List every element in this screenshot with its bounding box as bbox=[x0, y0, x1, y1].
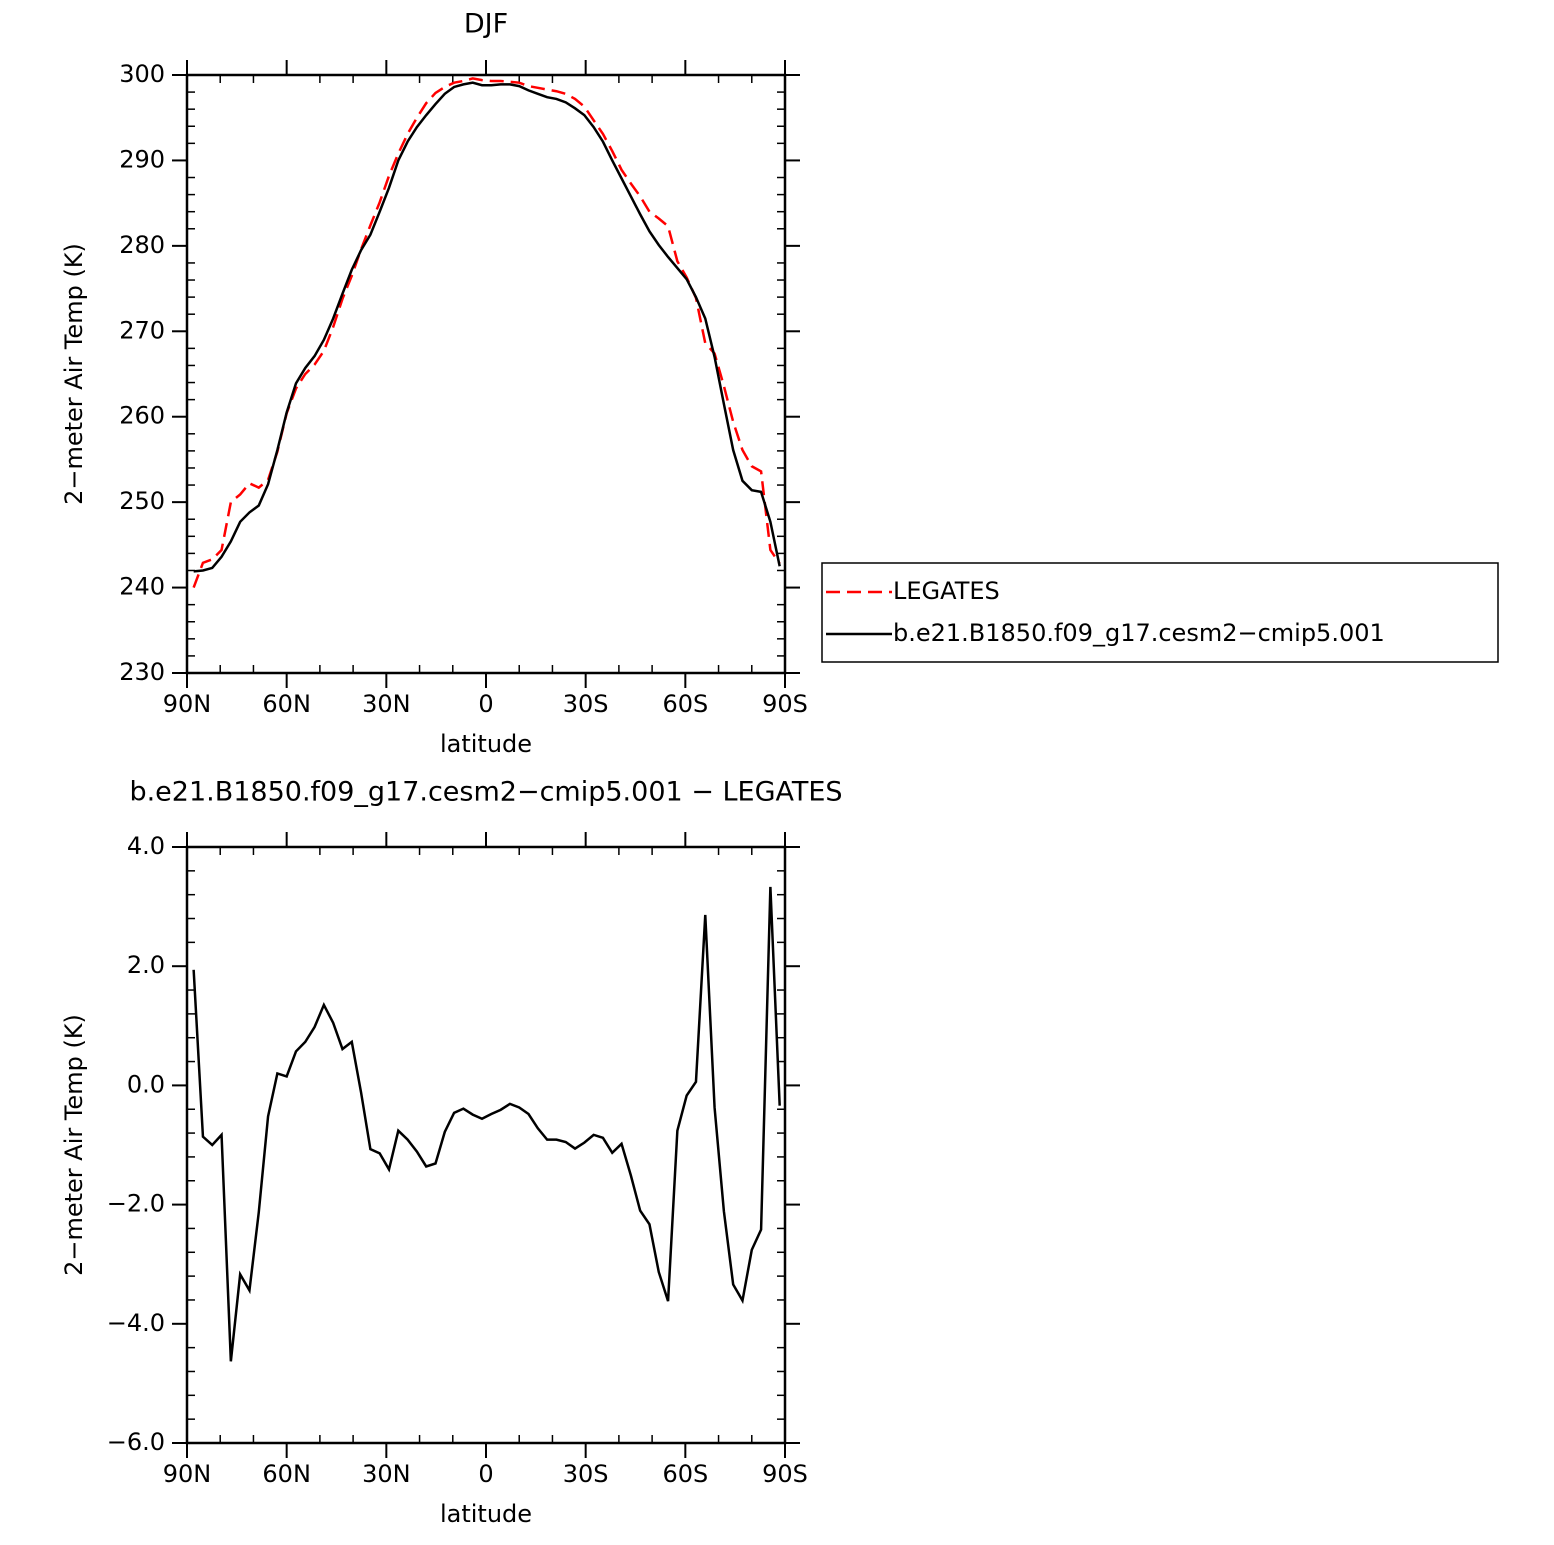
y-tick-label: 270 bbox=[119, 316, 165, 344]
plot-frame bbox=[185, 73, 787, 675]
x-tick-label: 90S bbox=[762, 1460, 808, 1488]
data-line bbox=[192, 77, 781, 589]
legend-label: LEGATES bbox=[893, 577, 1000, 605]
y-tick-label: 240 bbox=[119, 573, 165, 601]
y-tick-label: 260 bbox=[119, 402, 165, 430]
x-tick-label: 60S bbox=[662, 1460, 708, 1488]
legend-box bbox=[821, 562, 1499, 663]
y-tick-label: 2.0 bbox=[127, 951, 165, 979]
x-tick-label: 30N bbox=[362, 690, 411, 718]
y-axis-label: 2−meter Air Temp (K) bbox=[60, 1014, 88, 1276]
y-tick-label: 230 bbox=[119, 658, 165, 686]
plot-frame bbox=[185, 845, 787, 1445]
x-tick-label: 30N bbox=[362, 1460, 411, 1488]
data-line bbox=[193, 81, 781, 573]
legend-label: b.e21.B1850.f09_g17.cesm2−cmip5.001 bbox=[893, 619, 1385, 647]
chart-title: b.e21.B1850.f09_g17.cesm2−cmip5.001 − LE… bbox=[129, 777, 842, 808]
y-tick-label: 4.0 bbox=[127, 832, 165, 860]
y-tick-label: 0.0 bbox=[127, 1070, 165, 1098]
x-tick-label: 30S bbox=[563, 690, 609, 718]
x-tick-label: 60S bbox=[662, 690, 708, 718]
y-tick-label: −6.0 bbox=[107, 1428, 165, 1456]
x-axis-label: latitude bbox=[440, 730, 532, 758]
y-axis-label: 2−meter Air Temp (K) bbox=[60, 243, 88, 505]
x-tick-label: 60N bbox=[262, 1460, 311, 1488]
chart-title: DJF bbox=[464, 9, 508, 40]
y-tick-label: 300 bbox=[119, 60, 165, 88]
x-tick-label: 90N bbox=[163, 690, 212, 718]
y-tick-label: 250 bbox=[119, 487, 165, 515]
data-line bbox=[192, 886, 781, 1362]
x-axis-label: latitude bbox=[440, 1500, 532, 1528]
y-tick-label: 290 bbox=[119, 145, 165, 173]
x-tick-label: 0 bbox=[478, 690, 493, 718]
x-tick-label: 0 bbox=[478, 1460, 493, 1488]
x-tick-label: 90S bbox=[762, 690, 808, 718]
x-tick-label: 30S bbox=[563, 1460, 609, 1488]
x-tick-label: 60N bbox=[262, 690, 311, 718]
y-tick-label: −2.0 bbox=[107, 1190, 165, 1218]
y-tick-label: 280 bbox=[119, 231, 165, 259]
y-tick-label: −4.0 bbox=[107, 1309, 165, 1337]
x-tick-label: 90N bbox=[163, 1460, 212, 1488]
